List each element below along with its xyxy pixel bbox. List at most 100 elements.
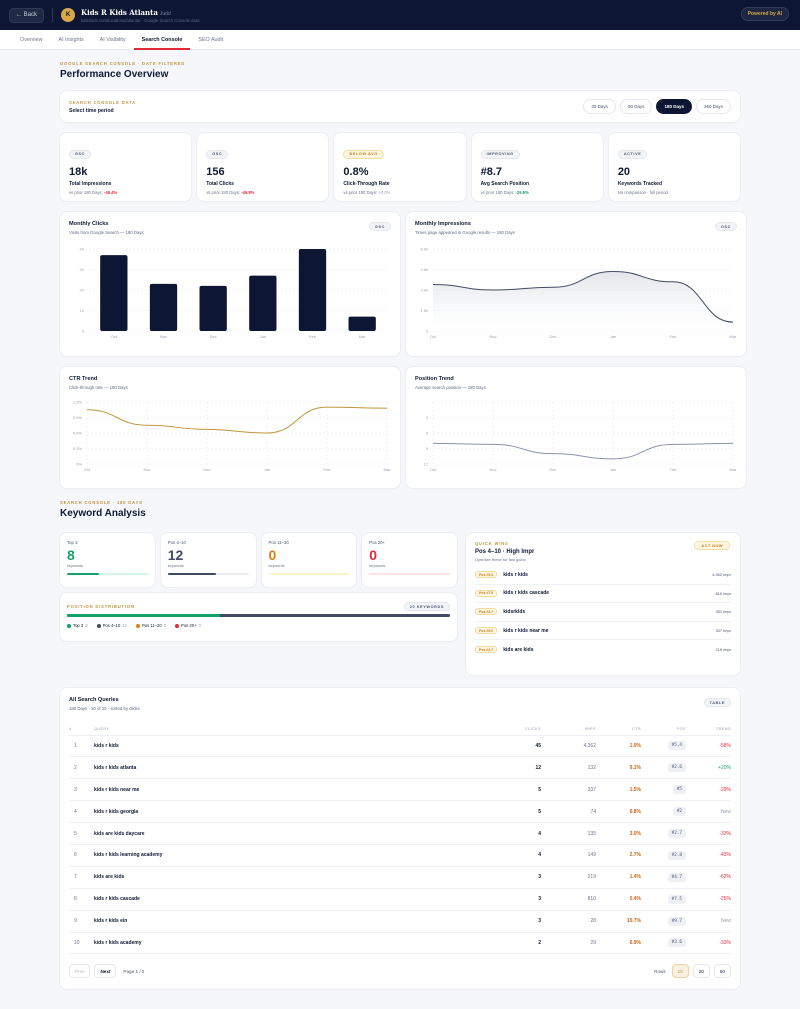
- table-row[interactable]: 5 kids are kids daycare 4 135 3.0% #2.7 -33%: [69, 822, 731, 845]
- position-badge: #2.7: [667, 829, 686, 838]
- legend-item: Pos 4–10 12: [96, 623, 127, 628]
- kpi-comparison: vs prior 180 Days: -29.8%: [480, 190, 529, 195]
- impressions-value: 28: [541, 910, 596, 933]
- impressions-value: 132: [541, 756, 596, 780]
- bucket-unit: keywords: [268, 564, 285, 568]
- period-360-days[interactable]: 360 Days: [695, 99, 731, 114]
- ctr-value: 10.7%: [596, 910, 641, 933]
- tab-ai-visibility[interactable]: AI Visibility: [99, 36, 126, 43]
- position-badge: #2: [672, 807, 686, 817]
- table-row[interactable]: 6 kids r kids learning academy 4 149 2.7% #2.…: [69, 844, 731, 867]
- trend-value: -33%: [686, 932, 731, 955]
- position-badge: Pos #5.4: [475, 571, 498, 579]
- rows-10-button[interactable]: 10: [671, 964, 689, 979]
- kpi-total-impressions: GSC 18k Total Impressions vs prior 180 D…: [60, 133, 192, 201]
- tab-ai-insights[interactable]: AI Insights: [58, 36, 84, 43]
- table-row[interactable]: 4 kids r kids georgia 5 74 6.8% #2 New: [69, 800, 731, 824]
- table-row[interactable]: 7 kids are kids 3 219 1.4% #4.7 -62%: [69, 866, 731, 889]
- position-badge: #3.6: [667, 938, 686, 948]
- bucket-count: 8: [67, 547, 75, 563]
- ctr-value: 2.7%: [596, 844, 641, 867]
- clicks-value: 3: [481, 910, 541, 933]
- table-row[interactable]: 2 kids r kids atlanta 12 132 9.1% #2.6 +20%: [69, 756, 731, 780]
- quick-win-item[interactable]: Pos #5.0 kids r kids near me 337 impr: [475, 622, 731, 641]
- table-row[interactable]: 1 kids r kids 45 4,362 1.0% #5.4 -58%: [69, 735, 731, 758]
- tab-bar: Overview AI Insights AI Visibility Searc…: [0, 30, 800, 50]
- legend-dot-icon: [135, 623, 140, 628]
- next-page-button[interactable]: Next: [94, 964, 117, 979]
- bucket-label: Pos 11–20: [268, 540, 289, 545]
- svg-text:Mar: Mar: [730, 467, 737, 472]
- queries-table: # Query Clicks Impr CTR Pos Trend 1 kids r kids…: [69, 724, 731, 955]
- impressions-value: 219: [541, 866, 596, 889]
- back-button[interactable]: ← Back: [9, 7, 45, 23]
- column-header[interactable]: Clicks: [481, 724, 541, 736]
- clicks-value: 2: [481, 932, 541, 955]
- position-badge: #5: [672, 785, 686, 795]
- quick-win-item[interactable]: Pos #5.4 kids r kids 4,362 impr: [475, 566, 731, 585]
- period-30-days[interactable]: 30 Days: [583, 99, 616, 114]
- svg-text:Dec: Dec: [210, 334, 217, 339]
- tab-search-console[interactable]: Search Console: [133, 30, 191, 50]
- row-number: 1: [69, 735, 94, 758]
- svg-text:Feb: Feb: [670, 467, 678, 472]
- trend-value: -33%: [686, 822, 731, 845]
- search-queries-card: All Search Queries 180 Days · 10 of 20 ·…: [60, 688, 740, 989]
- kpi-comparison: vs prior 180 Days: -49.4%: [69, 190, 118, 195]
- query-text: kids r kids ein: [94, 910, 481, 933]
- svg-text:6.0k: 6.0k: [420, 247, 428, 252]
- powered-by-ai-badge: Powered by AI: [740, 7, 789, 21]
- quick-win-item[interactable]: Pos #3.7 kidsrkids 351 impr: [475, 603, 731, 622]
- table-row[interactable]: 9 kids r kids ein 3 28 10.7% #9.7 New: [69, 910, 731, 933]
- keyword-bucket-card: Pos 4–10 12 keywords: [160, 533, 256, 587]
- column-header[interactable]: Pos: [641, 724, 686, 736]
- charts-row-2: CTR Trend Click-through rate — 180 Days …: [60, 367, 746, 488]
- quick-win-item[interactable]: Pos #7.5 kids r kids cascade 810 impr: [475, 585, 731, 604]
- ctr-value: 6.9%: [596, 932, 641, 955]
- quick-wins-list: Pos #5.4 kids r kids 4,362 impr Pos #7.5 kid…: [475, 566, 731, 659]
- column-header[interactable]: CTR: [596, 724, 641, 736]
- table-row[interactable]: 10 kids r kids academy 2 29 6.9% #3.6 -33%: [69, 932, 731, 955]
- svg-text:Mar: Mar: [359, 334, 367, 339]
- query-text: kids r kids academy: [94, 932, 481, 955]
- ctr-value: 1.4%: [596, 866, 641, 889]
- svg-text:0.3%: 0.3%: [73, 446, 83, 451]
- period-90-days[interactable]: 90 Days: [619, 99, 653, 114]
- svg-text:0%: 0%: [76, 462, 82, 467]
- svg-text:Jan: Jan: [264, 467, 270, 472]
- rows-50-button[interactable]: 50: [713, 964, 731, 979]
- svg-text:6: 6: [426, 431, 429, 436]
- kpi-value: 156: [206, 166, 225, 178]
- svg-text:Mar: Mar: [730, 334, 737, 339]
- kpi-badge: GSC: [69, 149, 92, 159]
- column-header[interactable]: Trend: [686, 724, 731, 736]
- quick-win-item[interactable]: Pos #4.7 kids are kids 219 impr: [475, 640, 731, 659]
- chart-subtitle: Click-through rate — 180 Days: [69, 385, 128, 390]
- quick-win-impressions: 219 impr: [715, 647, 731, 653]
- pagination: Prev Next Page 1 / 2 Rows 10 20 50: [69, 964, 731, 979]
- avatar: K: [61, 8, 76, 22]
- svg-text:Feb: Feb: [324, 467, 332, 472]
- table-row[interactable]: 3 kids r kids near me 5 337 1.5% #5 -29%: [69, 778, 731, 802]
- table-badge[interactable]: Table: [703, 698, 731, 707]
- quick-wins-title: Pos 4–10 · High Impr: [475, 549, 535, 555]
- period-180-days[interactable]: 180 Days: [656, 99, 692, 114]
- kpi-badge: Below Avg: [343, 149, 384, 159]
- keyword-count-badge: 20 Keywords: [403, 602, 450, 611]
- ctr-value: 0.4%: [596, 888, 641, 911]
- tab-overview[interactable]: Overview: [20, 36, 43, 43]
- act-now-badge: Act Now: [694, 541, 730, 550]
- kpi-value: 20: [617, 166, 631, 178]
- quick-win-impressions: 4,362 impr: [712, 572, 731, 578]
- impressions-value: 135: [541, 822, 596, 845]
- table-row[interactable]: 8 kids r kids cascade 3 810 0.4% #7.5 -25%: [69, 888, 731, 911]
- prev-page-button[interactable]: Prev: [69, 964, 91, 979]
- chart-subtitle: Average search position — 180 Days: [415, 385, 486, 390]
- trend-value: -58%: [686, 735, 731, 758]
- kpi-value: 18k: [69, 166, 88, 178]
- column-header[interactable]: Impr: [541, 724, 596, 736]
- bucket-count: 0: [369, 547, 378, 563]
- rows-20-button[interactable]: 20: [692, 964, 710, 979]
- tab-seo-audit[interactable]: SEO Audit: [198, 36, 224, 43]
- bucket-unit: keywords: [167, 564, 184, 568]
